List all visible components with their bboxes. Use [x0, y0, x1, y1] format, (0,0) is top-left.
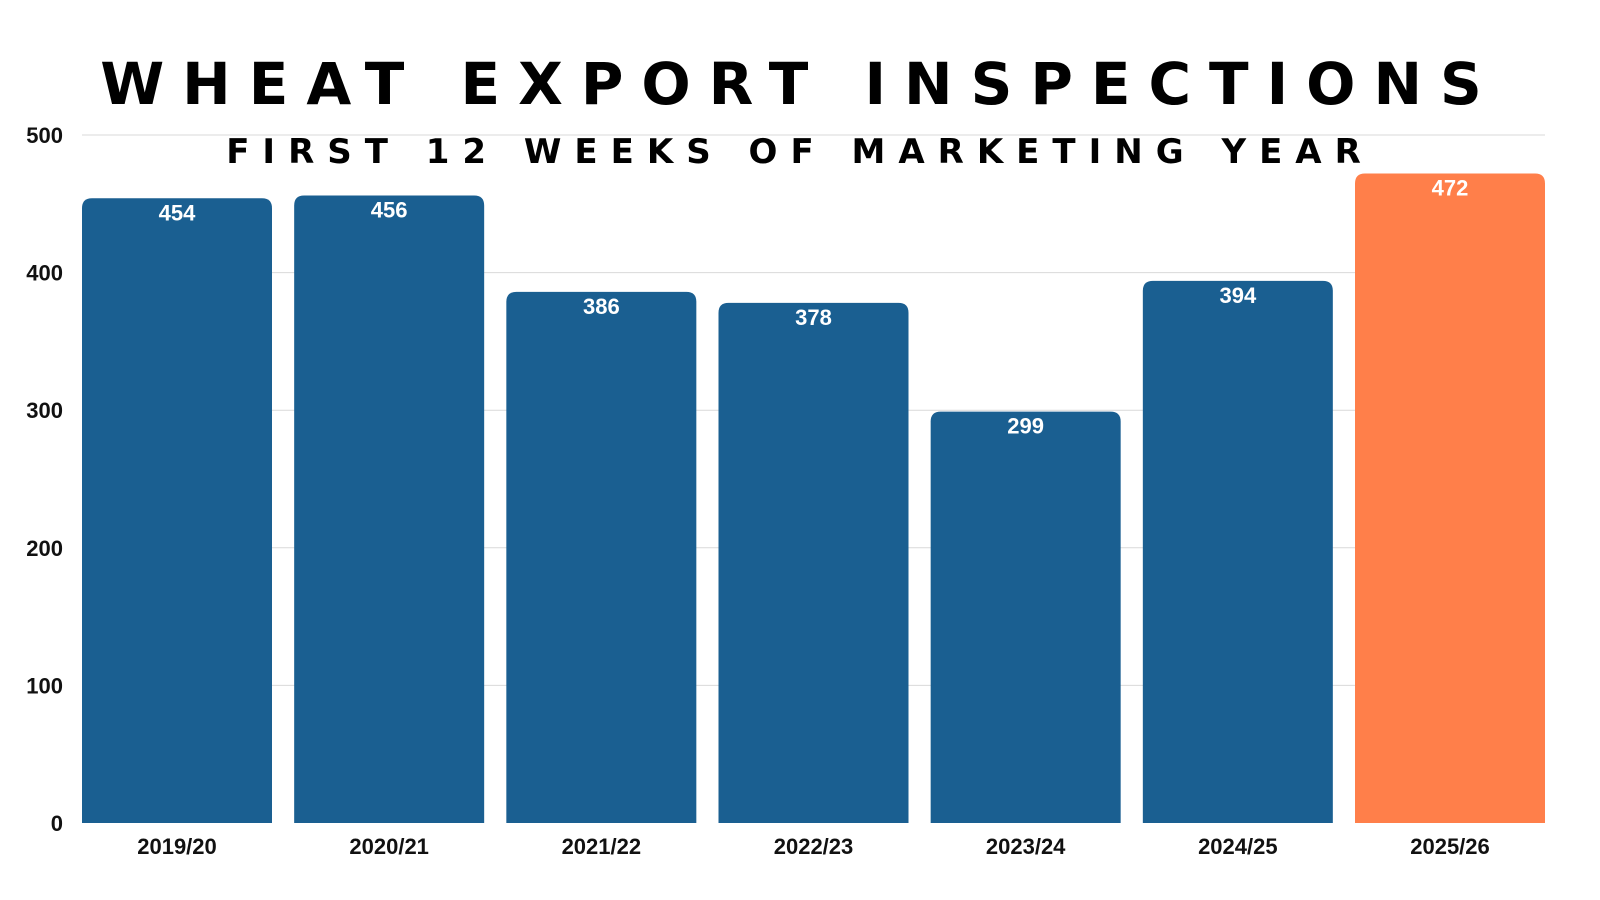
x-tick-label: 2020/21 — [349, 834, 429, 859]
y-tick-label: 100 — [26, 673, 63, 698]
data-label: 378 — [795, 305, 832, 330]
x-tick-label: 2024/25 — [1198, 834, 1278, 859]
x-tick-label: 2021/22 — [562, 834, 642, 859]
bar-2019-20 — [82, 198, 272, 823]
bar-2024-25 — [1142, 280, 1333, 824]
y-tick-label: 500 — [26, 123, 63, 148]
data-label: 454 — [159, 200, 196, 225]
y-tick-label: 400 — [26, 261, 63, 286]
bars: 454 456 386 378 299 394 472 — [82, 173, 1545, 824]
bar-2021-22 — [506, 291, 697, 823]
x-tick-label: 2023/24 — [986, 834, 1066, 859]
y-tick-label: 200 — [26, 536, 63, 561]
data-label: 386 — [583, 294, 620, 319]
bar-2023-24 — [930, 411, 1121, 823]
bar-2020-21 — [294, 195, 485, 823]
bar-2022-23 — [718, 302, 909, 823]
x-tick-label: 2025/26 — [1410, 834, 1490, 859]
bar-2025-26 — [1355, 173, 1545, 823]
x-tick-label: 2019/20 — [137, 834, 217, 859]
x-axis-ticks: 2019/20 2020/21 2021/22 2022/23 2023/24 2024/… — [137, 834, 1490, 859]
data-label: 394 — [1219, 283, 1256, 308]
data-label: 472 — [1432, 176, 1469, 201]
data-label: 299 — [1007, 414, 1044, 439]
y-tick-label: 300 — [26, 398, 63, 423]
chart-title: WHEAT EXPORT INSPECTIONS — [100, 50, 1500, 118]
x-tick-label: 2022/23 — [774, 834, 854, 859]
chart-subtitle: FIRST 12 WEEKS OF MARKETING YEAR — [226, 132, 1374, 172]
y-tick-label: 0 — [51, 811, 63, 836]
data-label: 456 — [371, 198, 408, 223]
y-axis-ticks: 0 100 200 300 400 500 — [26, 123, 63, 836]
